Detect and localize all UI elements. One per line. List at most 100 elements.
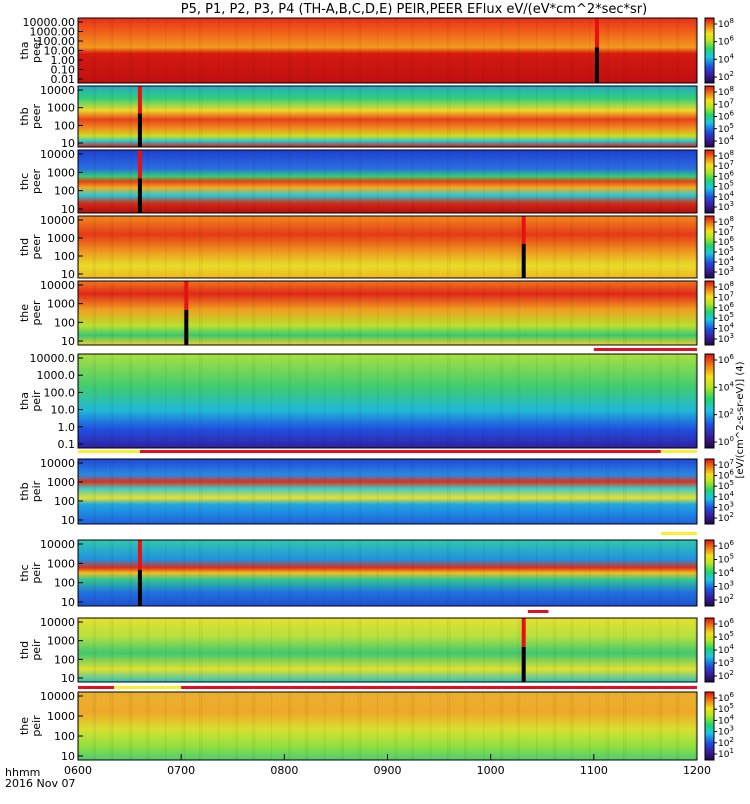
spectrogram-texture-line (413, 18, 415, 83)
spectrogram-texture-line (343, 150, 345, 213)
spectrogram-texture-line (78, 354, 80, 448)
spectrogram-texture-line (131, 540, 133, 606)
spectrogram-texture-line (148, 540, 150, 606)
y-tick-label: 1000 (47, 232, 75, 245)
spectrogram-texture-line (290, 459, 292, 524)
spectrogram-texture-line (288, 354, 290, 448)
spectrogram-texture-line (447, 354, 449, 448)
spectrogram-texture-line (288, 18, 290, 83)
spectrogram-texture-line (659, 354, 661, 448)
panel-species-label: peir (30, 562, 43, 584)
spectrogram-texture-line (695, 618, 697, 682)
y-tick-label: 10000 (40, 457, 75, 470)
colorbar-tick-label: 106 (718, 617, 734, 630)
spectrogram-texture-line (112, 216, 114, 278)
spectrogram-texture-line (676, 86, 678, 147)
spectrogram-texture-line (95, 216, 97, 278)
spectrogram-texture-line (411, 692, 413, 760)
spectrogram-texture-line (252, 354, 254, 448)
spectrogram-texture-line (466, 216, 468, 278)
spectrogram-texture-line (305, 216, 307, 278)
spectrogram-texture-line (555, 216, 557, 278)
spectrogram-texture-line (307, 86, 309, 147)
spectrogram-texture-line (572, 354, 574, 448)
spectrogram-texture-line (396, 86, 398, 147)
spectrogram-texture-line (305, 540, 307, 606)
spectrogram-texture-line (642, 618, 644, 682)
spectrogram-texture-line (341, 281, 343, 345)
panel-species-label: peir (30, 715, 43, 737)
spectrogram-texture-line (430, 18, 432, 83)
spectrogram-texture-line (466, 618, 468, 682)
spectrogram-texture-line (271, 18, 273, 83)
y-tick-label: 1000 (47, 166, 75, 179)
colorbar-tick-label: 103 (718, 580, 734, 593)
spectrogram-texture-line (199, 354, 201, 448)
panel-frame (77, 539, 698, 607)
spectrogram-texture-line (307, 459, 309, 524)
data-gap-spike (521, 243, 526, 278)
y-tick-label: 1000 (47, 298, 75, 311)
spectrogram-texture-line (430, 150, 432, 213)
spectrogram-texture-line (148, 281, 150, 345)
status-bar-segment (78, 450, 140, 453)
spectrogram-texture-line (449, 86, 451, 147)
spectrogram-texture-line (201, 618, 203, 682)
spectrogram-texture-line (502, 618, 504, 682)
y-tick-label: 1.00 (51, 54, 76, 67)
spectrogram-texture-line (519, 459, 521, 524)
spectrogram-texture-line (341, 459, 343, 524)
spectrogram-texture-line (95, 692, 97, 760)
spectrogram-texture-line (343, 354, 345, 448)
spectrogram-texture-line (235, 18, 237, 83)
spectrogram-texture-line (517, 618, 519, 682)
spectrogram-texture-line (201, 692, 203, 760)
panel-species-label: peer (30, 104, 43, 130)
spectrogram-texture-line (131, 86, 133, 147)
data-gap-spike-top (594, 18, 599, 48)
spectrogram-texture-line (449, 692, 451, 760)
spectrogram-texture-line (502, 86, 504, 147)
spectrogram-texture-line (589, 281, 591, 345)
spectrogram-texture-line (625, 18, 627, 83)
spectrogram-texture-line (165, 540, 167, 606)
spectrogram-texture-line (165, 86, 167, 147)
spectrogram-texture-line (500, 618, 502, 682)
spectrogram-texture-line (449, 216, 451, 278)
colorbar-tick-label: 104 (718, 134, 734, 147)
spectrogram-texture-line (517, 692, 519, 760)
spectrogram-texture-line (695, 18, 697, 83)
spectrogram-texture-line (271, 540, 273, 606)
spectrogram-texture-line (570, 86, 572, 147)
spectrogram-texture-line (570, 216, 572, 278)
spectrogram-texture-line (608, 459, 610, 524)
spectrogram-texture-line (146, 459, 148, 524)
spectrogram-texture-line (500, 18, 502, 83)
spectrogram-texture-line (252, 150, 254, 213)
spectrogram-texture-line (430, 692, 432, 760)
spectrogram-texture-line (464, 540, 466, 606)
spectrogram-texture-line (235, 281, 237, 345)
status-bar-segment (78, 686, 115, 689)
spectrogram-texture-line (182, 459, 184, 524)
spectrogram-texture-line (570, 459, 572, 524)
y-tick-label: 10000 (40, 148, 75, 161)
x-tick-label: 0900 (374, 764, 402, 777)
spectrogram-texture-line (184, 86, 186, 147)
spectrogram-texture-line (201, 86, 203, 147)
spectrogram-texture-line (411, 354, 413, 448)
spectrogram-texture-line (110, 150, 112, 213)
spectrogram-texture-line (394, 18, 396, 83)
spectrogram-texture-line (360, 281, 362, 345)
spectrogram-texture-line (93, 86, 95, 147)
spectrogram-texture-line (377, 692, 379, 760)
spectrogram-texture-line (165, 18, 167, 83)
spectrogram-texture-line (661, 618, 663, 682)
x-tick-label: 1000 (477, 764, 505, 777)
spectrogram-texture-line (642, 540, 644, 606)
spectrogram-texture-line (131, 692, 133, 760)
spectrogram-texture-line (237, 354, 239, 448)
spectrogram-texture-line (623, 459, 625, 524)
spectrogram-texture-line (254, 86, 256, 147)
